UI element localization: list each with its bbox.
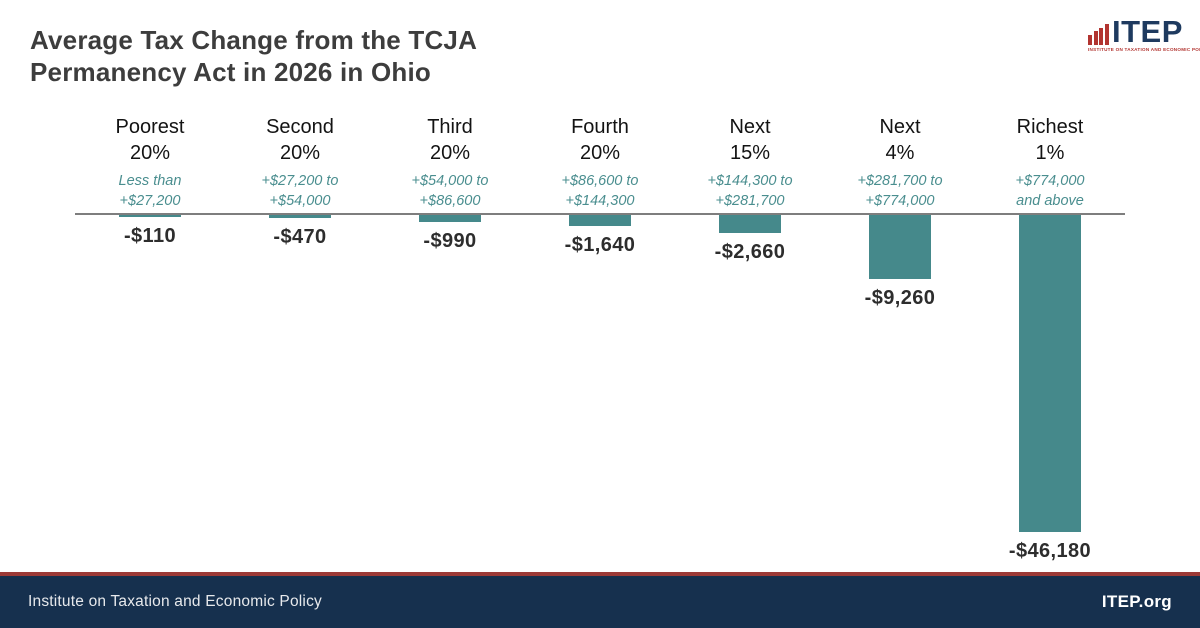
category-label-line: 20% <box>129 142 171 164</box>
income-range-line: +$54,000 <box>269 193 331 209</box>
category-label-line: Next <box>729 116 771 138</box>
bar-value-label: -$9,260 <box>864 287 936 309</box>
income-range-line: +$774,000 <box>865 193 935 209</box>
bar-value-label: -$2,660 <box>714 241 786 263</box>
income-range-line: +$86,600 <box>419 193 481 209</box>
category-label-line: 4% <box>885 142 915 164</box>
logo-bar <box>1104 23 1109 45</box>
income-range-line: +$144,300 <box>565 193 635 209</box>
income-range-line: +$281,700 <box>715 193 785 209</box>
bar <box>569 215 631 226</box>
income-range-label: Less than +$27,200 <box>75 171 225 211</box>
income-range-line: and above <box>1016 193 1084 209</box>
income-range-line: +$86,600 to <box>561 173 639 189</box>
category-label-line: Richest <box>1016 116 1084 138</box>
category-label: Next 4% <box>825 114 975 166</box>
income-range-label: +$144,300 to +$281,700 <box>675 171 825 211</box>
category-label-line: Fourth <box>571 116 629 138</box>
itep-logo-top: ITEP <box>1088 14 1183 49</box>
category-label-line: 20% <box>579 142 621 164</box>
bar-value-label: -$470 <box>273 226 327 248</box>
bar <box>419 215 481 222</box>
category-label: Fourth 20% <box>525 114 675 166</box>
logo-bar <box>1099 27 1103 45</box>
zero-axis-line <box>75 213 1125 215</box>
bar-chart: Poorest 20% Less than +$27,200 -$110 Second 20… <box>75 110 1125 572</box>
income-range-label: +$54,000 to +$86,600 <box>375 171 525 211</box>
footer-site-link: ITEP.org <box>1101 592 1172 611</box>
category-label: Next 15% <box>675 114 825 166</box>
income-range-line: +$27,200 <box>119 193 181 209</box>
bar-value-label: -$110 <box>123 225 177 247</box>
income-range-label: +$774,000 and above <box>975 171 1125 211</box>
category-label-line: Second <box>266 116 334 138</box>
bar <box>869 215 931 279</box>
income-range-label: +$27,200 to +$54,000 <box>225 171 375 211</box>
bar <box>1019 215 1081 532</box>
category-label: Richest 1% <box>975 114 1125 166</box>
income-range-line: +$281,700 to <box>857 173 943 189</box>
category-label-line: 20% <box>429 142 471 164</box>
bar-value-label: -$990 <box>423 230 477 252</box>
logo-tagline: INSTITUTE ON TAXATION AND ECONOMIC POLIC… <box>1088 46 1200 52</box>
income-range-line: +$144,300 to <box>707 173 793 189</box>
category-label: Poorest 20% <box>75 114 225 166</box>
bar <box>119 215 181 217</box>
income-range-label: +$281,700 to +$774,000 <box>825 171 975 211</box>
bar-value-label: -$1,640 <box>564 234 636 256</box>
category-label: Second 20% <box>225 114 375 166</box>
category-label-line: Poorest <box>115 116 185 138</box>
logo-wordmark: ITEP <box>1112 14 1183 49</box>
income-range-line: +$54,000 to <box>411 173 489 189</box>
itep-logo: ITEP INSTITUTE ON TAXATION AND ECONOMIC … <box>1088 14 1200 52</box>
category-label-line: Third <box>427 116 473 138</box>
income-range-label: +$86,600 to +$144,300 <box>525 171 675 211</box>
bar <box>269 215 331 218</box>
logo-bar-chart-icon <box>1088 23 1110 45</box>
bar-value-label: -$46,180 <box>1008 540 1092 562</box>
income-range-line: Less than <box>118 173 182 189</box>
income-range-line: +$27,200 to <box>261 173 339 189</box>
category-label: Third 20% <box>375 114 525 166</box>
bar <box>719 215 781 233</box>
footer-org-name: Institute on Taxation and Economic Polic… <box>28 593 322 610</box>
category-label-line: Next <box>879 116 921 138</box>
income-range-line: +$774,000 <box>1015 173 1085 189</box>
logo-bar <box>1093 30 1098 45</box>
footer: Institute on Taxation and Economic Polic… <box>0 572 1200 628</box>
category-label-line: 1% <box>1035 142 1065 164</box>
page-title: Average Tax Change from the TCJA Permane… <box>30 25 477 87</box>
category-label-line: 15% <box>729 142 771 164</box>
category-label-line: 20% <box>279 142 321 164</box>
logo-bar <box>1088 34 1092 45</box>
